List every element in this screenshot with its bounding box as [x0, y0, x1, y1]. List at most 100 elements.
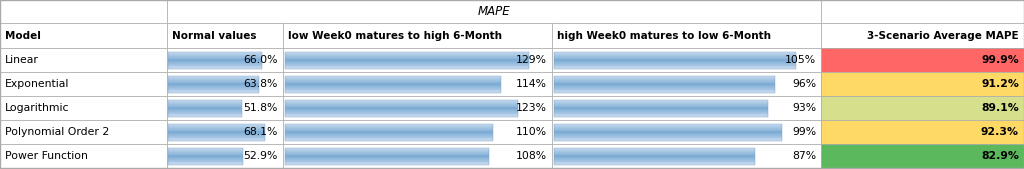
Bar — [554, 101, 768, 102]
Bar — [285, 137, 493, 138]
Bar — [168, 154, 243, 155]
Bar — [554, 136, 782, 137]
Bar — [285, 114, 517, 115]
Bar — [285, 54, 529, 55]
Bar — [285, 77, 501, 78]
Bar — [554, 81, 775, 82]
Bar — [554, 76, 775, 77]
Bar — [554, 135, 782, 136]
Bar — [554, 110, 768, 111]
Text: 51.8%: 51.8% — [243, 103, 278, 113]
Bar — [168, 55, 262, 56]
Bar — [168, 153, 243, 154]
Text: 93%: 93% — [792, 103, 816, 113]
Bar — [554, 124, 782, 141]
Bar — [168, 137, 265, 138]
Bar — [285, 160, 489, 161]
Bar — [168, 159, 243, 160]
Bar — [554, 102, 768, 103]
Bar — [168, 91, 259, 92]
Bar — [168, 151, 243, 152]
Bar — [554, 92, 775, 93]
Bar — [554, 58, 796, 59]
Bar — [285, 89, 501, 90]
Bar — [285, 61, 529, 62]
Bar — [552, 23, 821, 48]
Bar — [285, 108, 517, 109]
Bar — [285, 153, 489, 154]
Bar — [821, 23, 1024, 48]
Bar — [168, 65, 262, 66]
Bar — [168, 83, 259, 84]
Bar — [168, 76, 259, 77]
Bar — [167, 96, 283, 120]
Bar — [168, 52, 262, 53]
Text: Normal values: Normal values — [172, 31, 257, 41]
Bar — [554, 153, 755, 154]
Bar — [285, 66, 529, 67]
Bar — [821, 96, 1024, 120]
Bar — [554, 65, 796, 66]
Bar — [554, 56, 796, 57]
Bar — [167, 48, 283, 72]
Bar — [821, 144, 1024, 168]
Bar — [554, 87, 775, 88]
Bar — [552, 48, 821, 72]
Bar — [285, 64, 529, 65]
Text: 68.1%: 68.1% — [243, 127, 278, 137]
Bar — [554, 68, 796, 69]
Bar — [168, 84, 259, 85]
Bar — [552, 120, 821, 144]
Bar — [167, 72, 283, 96]
Bar — [285, 52, 529, 53]
Bar — [168, 106, 242, 107]
Bar — [554, 63, 796, 64]
Bar — [554, 64, 796, 65]
Bar — [168, 107, 242, 108]
Bar — [285, 127, 493, 128]
Text: 114%: 114% — [516, 79, 547, 89]
Bar — [168, 163, 243, 164]
Bar — [554, 106, 768, 107]
Bar — [285, 82, 501, 83]
Text: 89.1%: 89.1% — [981, 103, 1019, 113]
Bar — [285, 62, 529, 63]
Text: Exponential: Exponential — [5, 79, 70, 89]
Bar — [285, 140, 493, 141]
Bar — [0, 72, 167, 96]
Bar — [554, 52, 796, 53]
Bar — [554, 100, 768, 101]
Bar — [285, 82, 501, 83]
Bar — [285, 107, 517, 108]
Bar — [285, 137, 493, 138]
Bar — [283, 120, 552, 144]
Bar — [283, 48, 552, 72]
Text: 63.8%: 63.8% — [243, 79, 278, 89]
Bar — [168, 60, 262, 61]
Bar — [554, 157, 755, 158]
Bar — [168, 100, 242, 101]
Bar — [168, 79, 259, 80]
Bar — [168, 125, 265, 126]
Bar — [168, 100, 242, 117]
Bar — [168, 129, 265, 130]
Bar — [554, 131, 782, 132]
Bar — [285, 57, 529, 58]
Bar — [285, 89, 501, 90]
Bar — [285, 116, 517, 117]
Bar — [285, 101, 517, 102]
Bar — [168, 158, 243, 159]
Bar — [554, 83, 775, 84]
Bar — [285, 68, 529, 69]
Bar — [554, 161, 755, 162]
Bar — [285, 85, 501, 86]
Bar — [554, 100, 768, 101]
Text: 99%: 99% — [792, 127, 816, 137]
Bar — [552, 96, 821, 120]
Bar — [554, 89, 775, 90]
Bar — [285, 164, 489, 165]
Bar — [554, 52, 796, 53]
Bar — [168, 157, 243, 158]
Bar — [0, 23, 167, 48]
Bar — [168, 115, 242, 116]
